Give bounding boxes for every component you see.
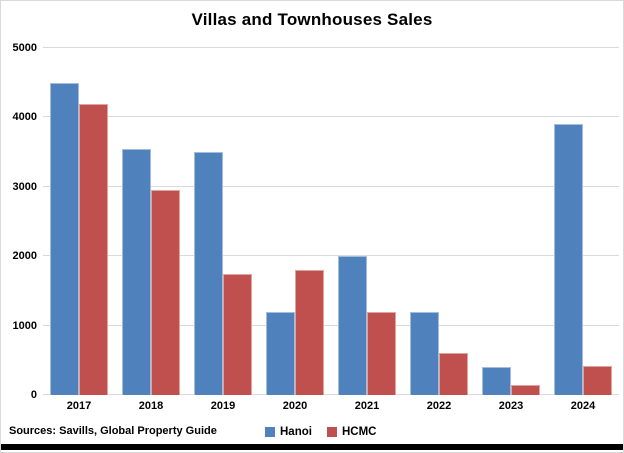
bar-hcmc-2022 <box>439 353 468 395</box>
y-tick-label: 1000 <box>12 319 37 332</box>
legend-item-hcmc: HCMC <box>326 426 377 438</box>
y-tick-label: 2000 <box>12 250 37 263</box>
bar-group-2024 <box>547 48 619 395</box>
bar-hcmc-2023 <box>511 384 540 395</box>
x-tick-label-2024: 2024 <box>570 400 596 412</box>
legend-swatch-icon <box>265 427 275 437</box>
bar-group-2017 <box>43 48 115 395</box>
bar-hanoi-2024 <box>554 124 583 395</box>
bar-group-2021 <box>331 48 403 395</box>
bar-hcmc-2020 <box>295 270 324 395</box>
gridline-0 <box>43 394 619 395</box>
bar-group-2022 <box>403 48 475 395</box>
y-tick-label: 5000 <box>12 42 37 54</box>
bar-group-2019 <box>187 48 259 395</box>
bar-hcmc-2021 <box>367 311 396 395</box>
x-axis-labels: 2017 2018 2019 2020 2021 2022 2023 2024 <box>43 400 619 412</box>
bar-hanoi-2018 <box>122 148 151 395</box>
bottom-divider <box>1 444 623 450</box>
legend-label: Hanoi <box>280 426 312 438</box>
y-tick-label: 4000 <box>12 111 37 124</box>
bar-hanoi-2023 <box>482 367 511 395</box>
bar-hanoi-2022 <box>410 311 439 395</box>
bar-hanoi-2020 <box>266 311 295 395</box>
bar-groups <box>43 48 619 395</box>
gridline-2000 <box>43 255 619 257</box>
y-tick-label: 0 <box>30 389 37 401</box>
bar-hcmc-2018 <box>151 190 180 395</box>
chart-title: Villas and Townhouses Sales <box>191 10 433 29</box>
y-tick-label: 3000 <box>12 180 37 193</box>
bar-hanoi-2019 <box>194 152 223 395</box>
gridline-3000 <box>43 185 619 187</box>
plot-area <box>43 47 619 395</box>
gridline-4000 <box>43 116 619 118</box>
legend-swatch-icon <box>326 427 337 437</box>
x-tick-label-2018: 2018 <box>138 400 164 412</box>
source-note: Sources: Savills, Global Property Guide <box>9 425 217 437</box>
x-tick-label-2021: 2021 <box>354 400 380 412</box>
x-tick-label-2020: 2020 <box>282 400 308 412</box>
bar-group-2018 <box>115 48 187 395</box>
legend: Hanoi HCMC <box>265 426 376 438</box>
legend-label: HCMC <box>341 426 377 438</box>
x-tick-label-2022: 2022 <box>426 400 452 412</box>
x-tick-label-2023: 2023 <box>498 400 524 412</box>
bar-hanoi-2021 <box>338 256 367 395</box>
gridline-1000 <box>43 324 619 326</box>
x-tick-label-2019: 2019 <box>210 400 236 412</box>
bar-hcmc-2019 <box>223 273 252 395</box>
bar-group-2020 <box>259 48 331 395</box>
bar-hcmc-2017 <box>79 103 108 395</box>
bar-hcmc-2024 <box>583 365 612 395</box>
x-tick-label-2017: 2017 <box>66 400 92 412</box>
bar-hanoi-2017 <box>50 82 79 395</box>
gridline-5000 <box>43 47 619 48</box>
legend-item-hanoi: Hanoi <box>265 426 312 438</box>
bar-group-2023 <box>475 48 547 395</box>
